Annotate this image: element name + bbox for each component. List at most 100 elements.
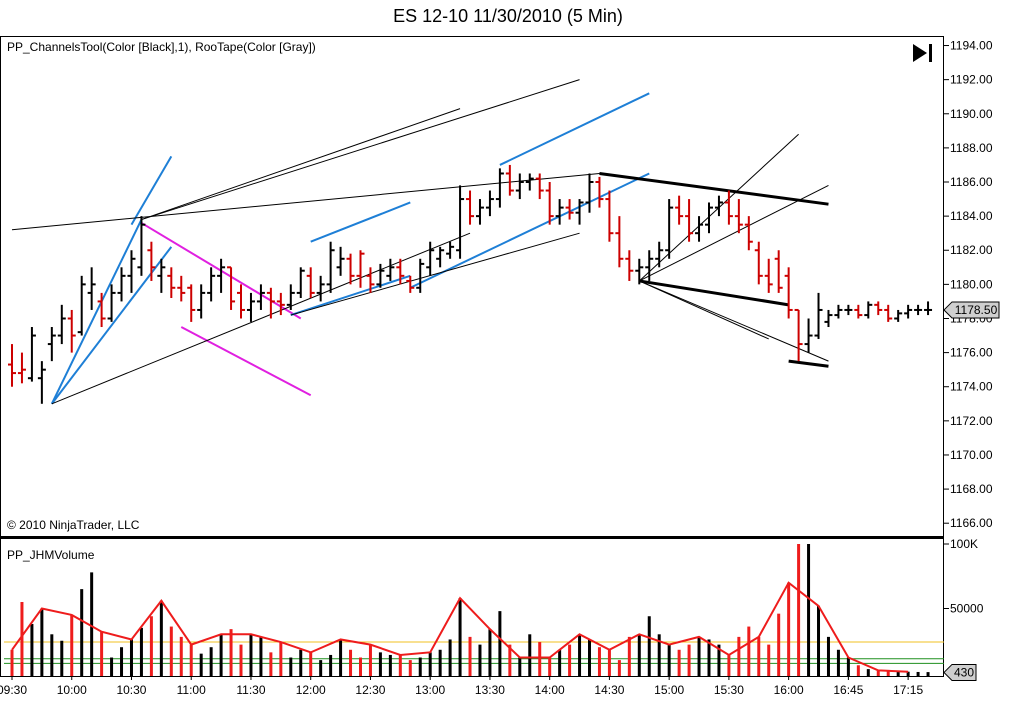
ohlc-bar[interactable] [237,284,246,319]
ohlc-bar[interactable] [466,190,475,225]
ohlc-bar[interactable] [814,292,823,339]
volume-bars[interactable] [10,544,930,676]
ohlc-bar[interactable] [346,253,355,285]
ohlc-bar[interactable] [266,287,275,319]
channel-line[interactable] [180,326,312,397]
ohlc-bar[interactable] [8,344,16,387]
ohlc-bar[interactable] [894,309,903,322]
ohlc-bar[interactable] [625,250,634,281]
ohlc-bar[interactable] [276,292,285,316]
ohlc-bar[interactable] [844,304,853,316]
ohlc-bar[interactable] [555,199,564,225]
ohlc-bar[interactable] [854,304,863,319]
ohlc-bar[interactable] [804,318,813,353]
ohlc-bar[interactable] [575,199,584,225]
ohlc-bar[interactable] [685,199,694,242]
ohlc-bar[interactable] [485,190,494,217]
ohlc-bar[interactable] [874,301,883,316]
ohlc-bar[interactable] [744,216,753,251]
ohlc-bar[interactable] [356,250,365,288]
ohlc-bar[interactable] [37,361,46,404]
channel-line[interactable] [639,279,789,307]
ohlc-bar[interactable] [67,309,76,353]
ohlc-bar[interactable] [256,284,265,310]
ohlc-bar[interactable] [924,301,933,316]
channel-line[interactable] [141,108,461,221]
ohlc-bar[interactable] [127,250,136,293]
ohlc-bar[interactable] [77,275,86,336]
channel-line[interactable] [141,79,580,221]
ohlc-bar[interactable] [904,304,913,319]
ohlc-bar[interactable] [545,182,554,225]
channel-line[interactable] [130,155,173,226]
channel-line[interactable] [290,274,411,317]
ohlc-bar[interactable] [107,284,116,322]
channel-line[interactable] [599,171,829,206]
ohlc-bar[interactable] [137,216,146,276]
ohlc-bar[interactable] [914,304,923,316]
channel-line[interactable] [639,280,769,340]
ohlc-bar[interactable] [87,267,96,310]
ohlc-bar[interactable] [117,267,126,302]
ohlc-bar[interactable] [884,304,893,322]
ohlc-bar[interactable] [794,308,803,362]
ohlc-bar[interactable] [456,185,465,259]
ohlc-bar[interactable] [714,195,723,217]
ohlc-bar[interactable] [17,352,26,384]
ohlc-bar[interactable] [396,258,405,285]
ohlc-bar[interactable] [675,195,684,225]
ohlc-bar[interactable] [306,267,315,299]
ohlc-bar[interactable] [565,199,574,220]
ohlc-bar[interactable] [515,173,524,200]
ohlc-bar[interactable] [535,173,544,200]
ohlc-bar[interactable] [655,241,664,268]
ohlc-bar[interactable] [167,267,176,299]
ohlc-bar[interactable] [416,258,425,293]
ohlc-bar[interactable] [754,241,763,285]
ohlc-bar[interactable] [635,258,644,285]
ohlc-bar[interactable] [316,275,325,302]
ohlc-bar[interactable] [366,267,375,293]
channel-line[interactable] [499,92,650,166]
channel-line[interactable] [51,246,173,405]
ohlc-bar[interactable] [147,241,156,281]
ohlc-bar[interactable] [27,327,36,382]
ohlc-bar[interactable] [97,292,106,328]
ohlc-bar[interactable] [495,168,504,208]
ohlc-bar[interactable] [436,246,445,268]
ohlc-bar[interactable] [157,258,166,293]
ohlc-bar[interactable] [695,216,704,242]
ohlc-bar[interactable] [197,284,206,319]
channel-line[interactable] [310,201,411,243]
channel-line[interactable] [788,359,829,368]
ohlc-bar[interactable] [187,284,196,322]
ohlc-bar[interactable] [177,275,186,302]
ohlc-bar[interactable] [595,176,604,208]
ohlc-bar[interactable] [286,284,295,310]
ohlc-bar[interactable] [446,241,455,259]
ohlc-bar[interactable] [764,258,773,293]
ohlc-bar[interactable] [615,216,624,268]
ohlc-bar[interactable] [665,199,674,259]
ohlc-bar[interactable] [57,304,66,345]
ohlc-bar[interactable] [376,263,385,288]
ohlc-bar[interactable] [505,164,514,196]
ohlc-bar[interactable] [704,202,713,234]
ohlc-bar[interactable] [784,267,793,319]
ohlc-bar[interactable] [774,250,783,293]
channel-line[interactable] [290,232,580,316]
channel-line[interactable] [51,232,471,405]
ohlc-bar[interactable] [585,173,594,213]
ohlc-bar[interactable] [864,301,873,319]
ohlc-bar[interactable] [296,267,305,299]
ohlc-bar[interactable] [605,190,614,242]
ohlc-bar[interactable] [336,246,345,276]
ohlc-bar[interactable] [834,304,843,319]
ohlc-bar[interactable] [734,199,743,234]
ohlc-bar[interactable] [326,241,335,293]
ohlc-bar[interactable] [525,173,534,191]
ohlc-bar[interactable] [724,190,733,225]
drawn-channel-lines[interactable] [11,79,829,405]
channel-line[interactable] [639,280,829,362]
